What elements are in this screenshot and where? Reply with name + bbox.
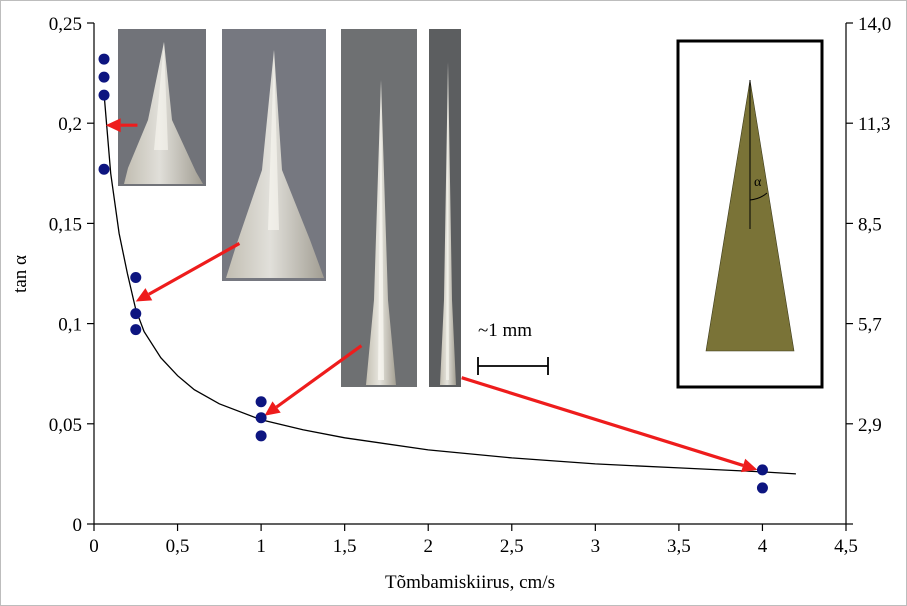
x-tick-label: 1,5 — [333, 536, 357, 557]
photo-insets — [118, 29, 461, 387]
data-point — [756, 482, 768, 494]
data-point — [130, 308, 142, 320]
cone-schematic: α — [676, 39, 824, 389]
data-point — [98, 71, 110, 83]
axes: 0 0,5 1 1,5 2 2,5 3 3,5 4 4,5 0 0,05 0,1 0,15 0,2 0,25… — [49, 14, 892, 557]
x-tick-label: 3,5 — [667, 536, 691, 557]
scale-bar: ~1 mm — [477, 320, 549, 375]
callout-arrow — [105, 118, 138, 133]
callout-arrow — [264, 344, 363, 416]
arrows-group — [105, 118, 758, 473]
x-tick-label: 2,5 — [500, 536, 524, 557]
y-tick-label: 0 — [73, 515, 83, 536]
x-tick-label: 1 — [256, 536, 266, 557]
data-point — [130, 324, 142, 336]
cone-angle-arc — [749, 192, 768, 201]
data-point — [130, 272, 142, 284]
scale-bar-label: ~1 mm — [478, 320, 532, 341]
y-tick-label: 0,2 — [58, 114, 82, 135]
data-point — [255, 396, 267, 408]
data-point — [98, 53, 110, 65]
x-tick-label: 2 — [423, 536, 433, 557]
x-tick-label: 3 — [591, 536, 601, 557]
x-tick-label: 4 — [758, 536, 768, 557]
y-tick-label: 0,05 — [49, 415, 82, 436]
data-point — [98, 89, 110, 101]
cone-angle-label: α — [754, 175, 762, 190]
photo-inset-1 — [118, 29, 206, 186]
y-tick-label: 0,1 — [58, 315, 82, 336]
y2-ticks: 2,9 5,7 8,5 11,3 14,0 — [846, 14, 891, 525]
y2-tick-label: 11,3 — [858, 114, 891, 135]
data-point — [756, 464, 768, 476]
y2-tick-label: 5,7 — [858, 315, 882, 336]
x-axis-label: Tõmbamiskiirus, cm/s — [385, 572, 555, 593]
y2-tick-label: 8,5 — [858, 214, 882, 235]
callout-arrow — [461, 376, 758, 473]
photo-inset-2 — [222, 29, 326, 281]
y-ticks: 0 0,05 0,1 0,15 0,2 0,25 — [49, 14, 94, 536]
x-tick-label: 0 — [89, 536, 99, 557]
y2-tick-label: 2,9 — [858, 415, 882, 436]
x-tick-label: 4,5 — [834, 536, 858, 557]
x-tick-label: 0,5 — [166, 536, 190, 557]
callout-arrow — [135, 242, 241, 302]
fit-curve-group — [103, 93, 796, 475]
photo-inset-4 — [429, 29, 461, 387]
data-point — [255, 412, 267, 424]
x-ticks: 0 0,5 1 1,5 2 2,5 3 3,5 4 4,5 — [89, 524, 858, 557]
y2-tick-label: 14,0 — [858, 14, 891, 35]
y-tick-label: 0,15 — [49, 214, 82, 235]
photo-inset-3 — [341, 29, 417, 387]
points-group — [98, 53, 768, 494]
fit-curve — [103, 93, 796, 475]
y-axis-label: tan α — [10, 255, 31, 293]
data-point — [98, 163, 110, 175]
data-point — [255, 430, 267, 442]
y-tick-label: 0,25 — [49, 14, 82, 35]
